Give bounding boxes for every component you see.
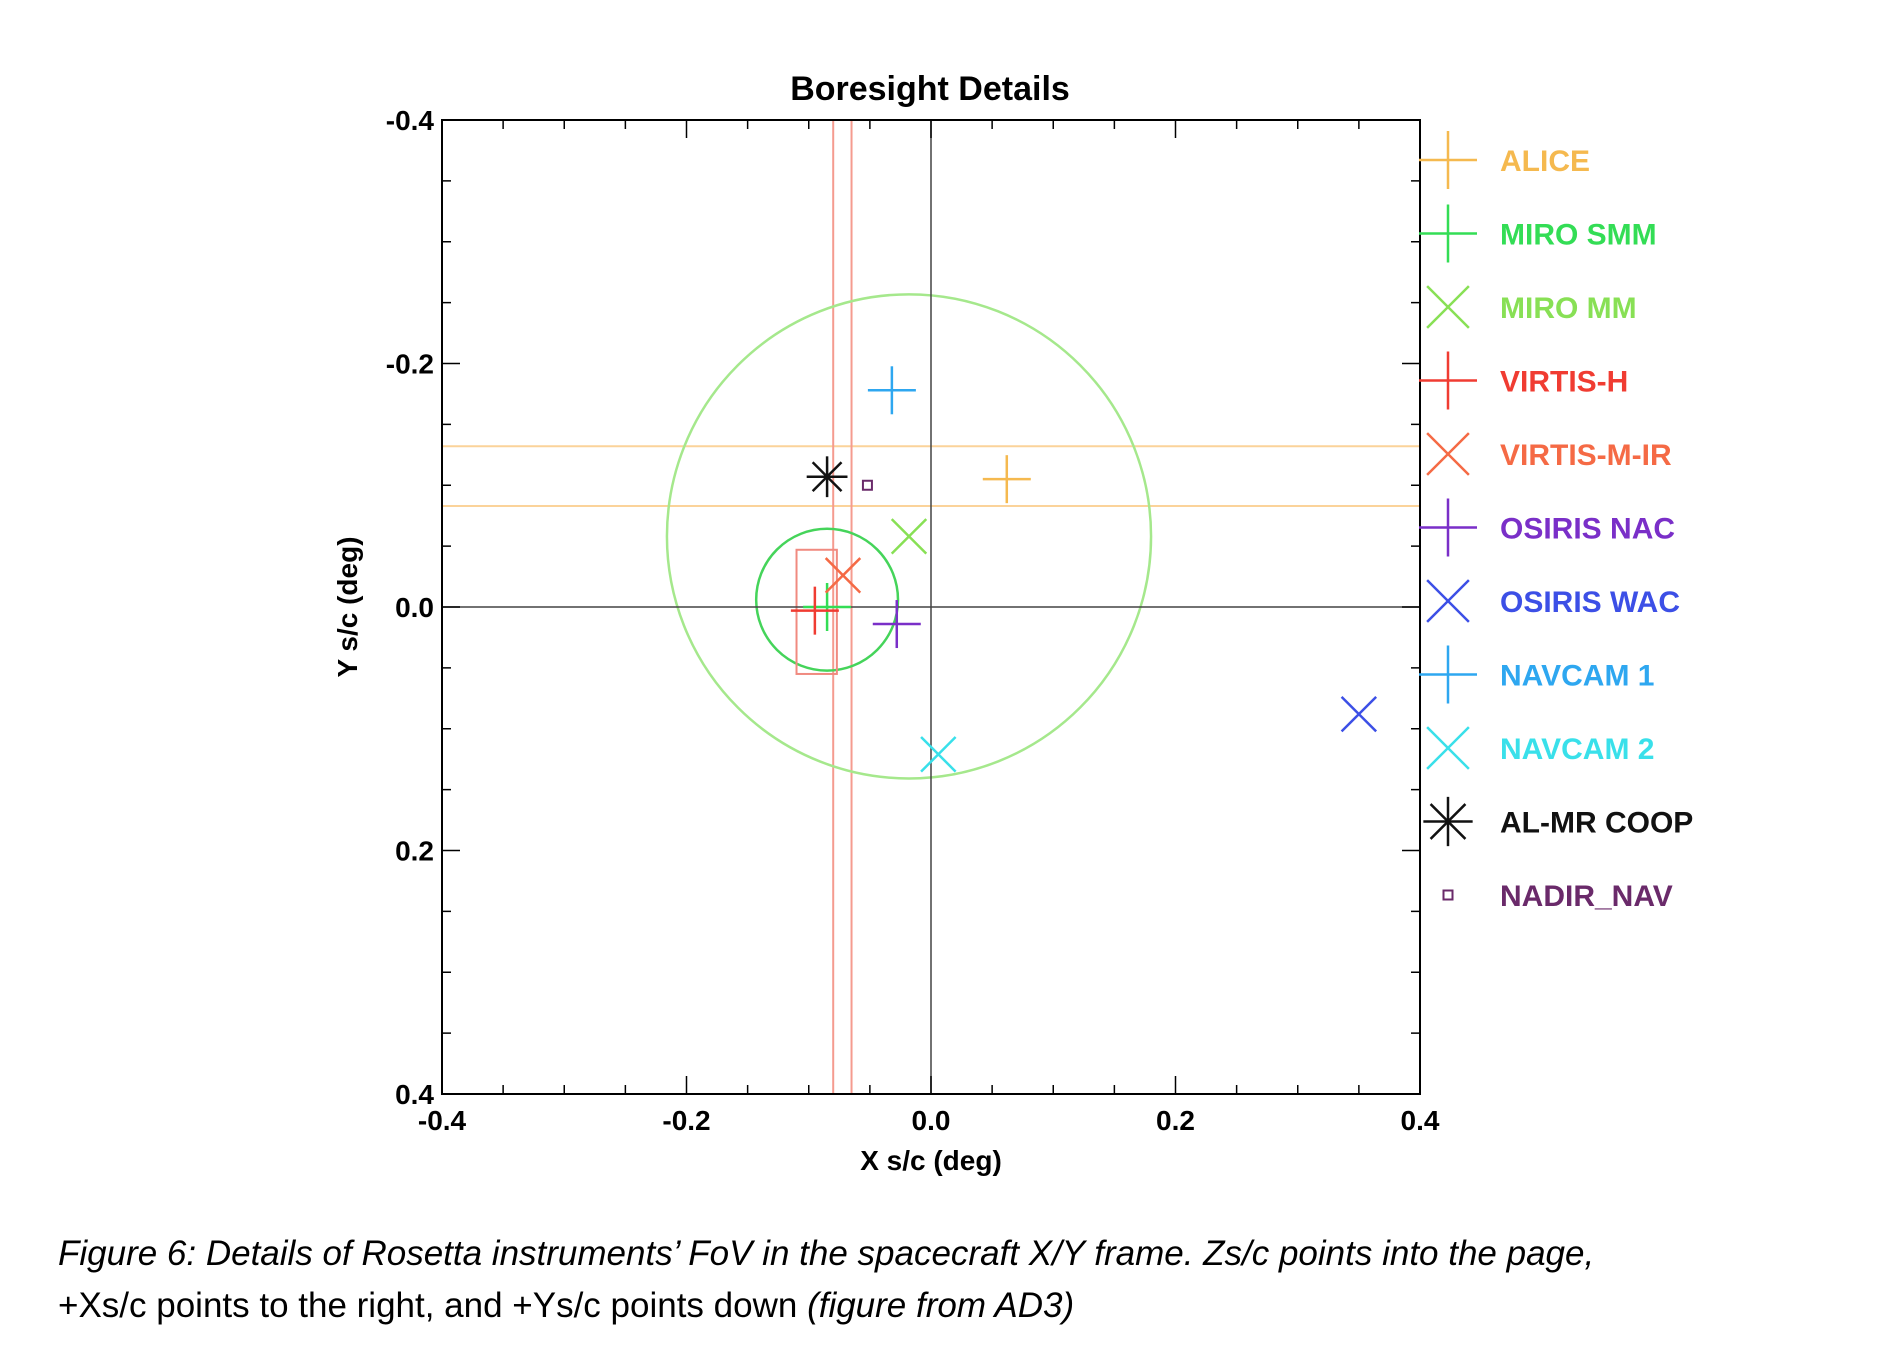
legend-item-osiris-wac: OSIRIS WAC — [1426, 579, 1680, 623]
figure-caption: Figure 6: Details of Rosetta instruments… — [58, 1228, 1888, 1332]
marker-navcam-1 — [867, 366, 916, 415]
fov-circle-miro-mm — [665, 293, 1153, 780]
legend-label-navcam-1: NAVCAM 1 — [1500, 660, 1654, 693]
y-tick-label: -0.4 — [386, 105, 435, 136]
tick-layer: -0.4 -0.2 0.0 0.2 0.4-0.4-0.20.00.20.4 — [386, 105, 1440, 1136]
legend-item-osiris-nac: OSIRIS NAC — [1419, 498, 1675, 557]
legend-label-nadir-nav: NADIR_NAV — [1500, 880, 1673, 913]
marker-layer — [790, 366, 1378, 773]
legend-label-navcam-2: NAVCAM 2 — [1500, 733, 1654, 766]
chart-title: Boresight Details — [790, 70, 1070, 108]
legend-label-alice: ALICE — [1500, 145, 1590, 178]
legend-item-navcam-2: NAVCAM 2 — [1426, 726, 1654, 770]
fov-circle-miro-smm — [754, 527, 900, 672]
marker-miro-mm — [890, 518, 928, 555]
x-tick-label: 0.0 — [912, 1105, 951, 1136]
marker-al-mr-coop — [806, 456, 848, 498]
y-tick-label: 0.0 — [395, 592, 434, 623]
legend-item-alice: ALICE — [1419, 131, 1590, 189]
legend-label-osiris-wac: OSIRIS WAC — [1500, 586, 1680, 619]
y-tick-label: 0.4 — [395, 1079, 434, 1110]
legend-item-miro-mm: MIRO MM — [1426, 285, 1637, 329]
legend-item-navcam-1: NAVCAM 1 — [1419, 645, 1654, 704]
legend-item-miro-smm: MIRO SMM — [1419, 204, 1657, 263]
legend-label-virtis-h: VIRTIS-H — [1500, 366, 1628, 399]
legend-item-al-mr-coop: AL-MR COOP — [1423, 796, 1693, 847]
y-axis-label: Y s/c (deg) — [332, 536, 363, 677]
legend-label-osiris-nac: OSIRIS NAC — [1500, 513, 1675, 546]
legend-item-nadir-nav: NADIR_NAV — [1442, 880, 1673, 913]
legend-label-miro-smm: MIRO SMM — [1500, 219, 1657, 252]
marker-navcam-2 — [920, 736, 957, 773]
legend-item-virtis-h: VIRTIS-H — [1419, 351, 1628, 410]
caption-main: Figure 6: Details of Rosetta instruments… — [58, 1234, 1595, 1273]
legend: ALICE MIRO SMM MIRO MM VIRTIS-H VIRTIS-M-IR O… — [1419, 131, 1693, 913]
caption-source-note: (figure from AD3) — [807, 1286, 1075, 1325]
marker-alice — [982, 455, 1031, 504]
legend-label-virtis-m-ir: VIRTIS-M-IR — [1500, 439, 1672, 472]
marker-virtis-h — [790, 586, 839, 635]
x-tick-label: 0.4 — [1401, 1105, 1440, 1136]
legend-label-miro-mm: MIRO MM — [1500, 292, 1637, 325]
legend-label-al-mr-coop: AL-MR COOP — [1500, 807, 1693, 840]
marker-osiris-nac — [872, 600, 921, 649]
y-tick-label: -0.2 — [386, 349, 434, 380]
zero-lines — [442, 120, 1420, 1094]
x-axis-label: X s/c (deg) — [860, 1145, 1002, 1176]
boresight-chart: Boresight Details -0.4 -0.2 0.0 0.2 0.4-0.4-… — [332, 70, 1693, 1176]
y-tick-label: 0.2 — [395, 836, 434, 867]
marker-osiris-wac — [1340, 695, 1378, 733]
caption-second-line: +Xs/c points to the right, and +Ys/c poi… — [58, 1286, 808, 1325]
x-tick-label: -0.4 — [418, 1105, 467, 1136]
legend-item-virtis-m-ir: VIRTIS-M-IR — [1426, 432, 1672, 476]
x-tick-label: -0.2 — [662, 1105, 710, 1136]
x-tick-label: 0.2 — [1156, 1105, 1195, 1136]
marker-virtis-m-ir — [824, 557, 862, 594]
marker-nadir-nav — [861, 479, 873, 491]
